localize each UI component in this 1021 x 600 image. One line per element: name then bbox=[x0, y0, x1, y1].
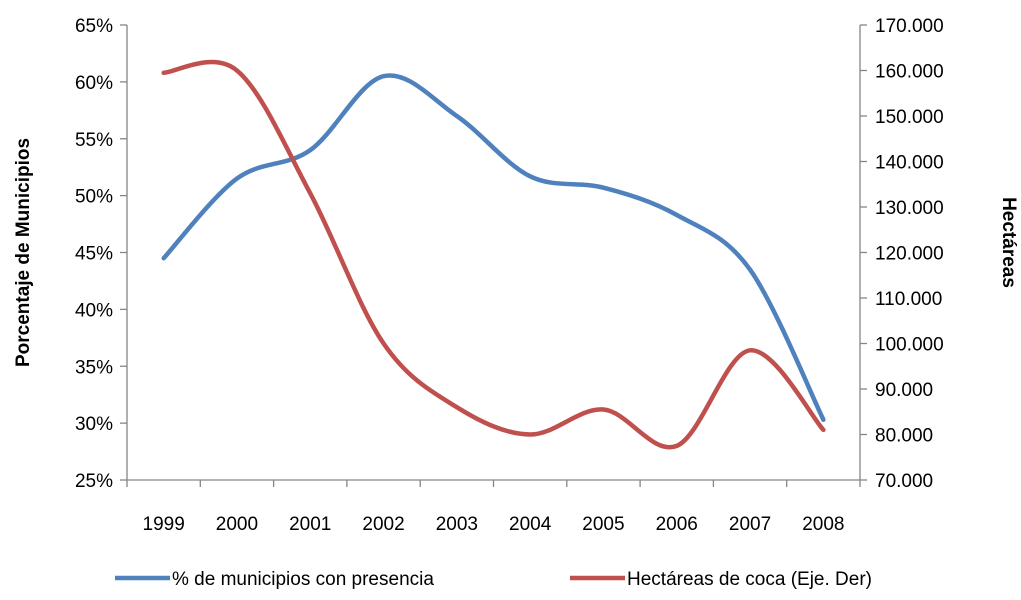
x-tick-label: 2005 bbox=[582, 514, 624, 535]
x-tick-label: 2001 bbox=[289, 514, 331, 535]
y-tick-label: 45% bbox=[75, 244, 113, 265]
y2-tick-label: 90.000 bbox=[875, 380, 933, 401]
x-tick-label: 2008 bbox=[802, 514, 844, 535]
y2-tick-label: 170.000 bbox=[875, 16, 944, 37]
legend: % de municipios con presencia Hectáreas d… bbox=[115, 569, 872, 590]
y2-tick-label: 70.000 bbox=[875, 471, 933, 492]
y-tick-label: 65% bbox=[75, 16, 113, 37]
series-line-1 bbox=[161, 73, 826, 422]
y-tick-label: 40% bbox=[75, 300, 113, 321]
axes: 25% 30% 35% 40% 45% 50% 55% 60% 65% 70.000 80.000 9… bbox=[75, 16, 944, 535]
x-tick-label: 2007 bbox=[729, 514, 771, 535]
x-tick-label: 1999 bbox=[143, 514, 185, 535]
x-tick-label: 2003 bbox=[436, 514, 478, 535]
series-layer bbox=[161, 59, 826, 450]
y2-tick-label: 80.000 bbox=[875, 426, 933, 447]
y2-tick-label: 150.000 bbox=[875, 107, 944, 128]
y2-tick-label: 130.000 bbox=[875, 198, 944, 219]
y2-axis-title: Hectáreas bbox=[998, 197, 1019, 288]
series-line-2 bbox=[161, 59, 826, 450]
y2-tick-label: 160.000 bbox=[875, 62, 944, 83]
y2-tick-label: 100.000 bbox=[875, 335, 944, 356]
x-tick-label: 2000 bbox=[216, 514, 258, 535]
y2-tick-label: 110.000 bbox=[875, 289, 942, 310]
legend-label: % de municipios con presencia bbox=[172, 569, 434, 590]
y-tick-label: 35% bbox=[75, 357, 113, 378]
x-tick-label: 2004 bbox=[509, 514, 552, 535]
y2-tick-label: 140.000 bbox=[875, 153, 944, 174]
legend-label: Hectáreas de coca (Eje. Der) bbox=[627, 569, 872, 590]
y-axis-title: Porcentaje de Municipios bbox=[13, 138, 34, 367]
x-tick-label: 2002 bbox=[362, 514, 404, 535]
y-tick-label: 55% bbox=[75, 130, 113, 151]
y-tick-label: 25% bbox=[75, 471, 113, 492]
y-tick-label: 60% bbox=[75, 73, 113, 94]
y-tick-label: 50% bbox=[75, 187, 113, 208]
x-tick-label: 2006 bbox=[656, 514, 698, 535]
y-tick-label: 30% bbox=[75, 414, 113, 435]
y2-tick-label: 120.000 bbox=[875, 244, 944, 265]
